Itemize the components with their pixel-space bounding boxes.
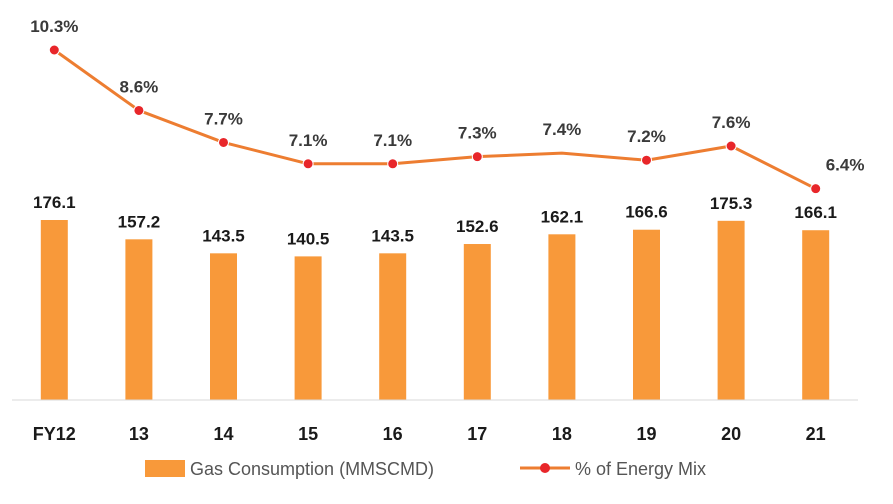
bar-value-label-9: 166.1 xyxy=(794,203,837,222)
bar-0 xyxy=(40,220,68,400)
x-tick-label-8: 20 xyxy=(721,424,741,444)
legend: Gas Consumption (MMSCMD) % of Energy Mix xyxy=(145,459,706,479)
x-tick-label-1: 13 xyxy=(129,424,149,444)
legend-line-label: % of Energy Mix xyxy=(575,459,706,479)
pct-label-1: 8.6% xyxy=(120,77,159,96)
bars-layer xyxy=(40,220,830,400)
line-point-8 xyxy=(725,140,737,152)
legend-bar-swatch xyxy=(145,460,185,477)
pct-label-0: 10.3% xyxy=(30,17,78,36)
line-point-5 xyxy=(471,151,483,163)
legend-bar-label: Gas Consumption (MMSCMD) xyxy=(190,459,434,479)
bar-3 xyxy=(294,256,322,400)
line-point-9 xyxy=(810,183,822,195)
x-tick-label-5: 17 xyxy=(467,424,487,444)
pct-label-2: 7.7% xyxy=(204,109,243,128)
pct-labels-layer: 10.3% 8.6% 7.7% 7.1% 7.1% 7.3% 7.4% 7.2% 7.6% 6.4… xyxy=(30,17,864,175)
x-tick-label-0: FY12 xyxy=(33,424,76,444)
line-point-2 xyxy=(218,136,229,148)
line-point-7 xyxy=(641,154,652,166)
x-tick-label-3: 15 xyxy=(298,424,318,444)
pct-label-6: 7.4% xyxy=(543,120,582,139)
bar-value-label-1: 157.2 xyxy=(118,212,161,231)
bar-9 xyxy=(802,230,830,400)
line-point-3 xyxy=(302,158,314,170)
bar-7 xyxy=(633,229,660,400)
line-point-1 xyxy=(133,104,145,116)
bar-2 xyxy=(210,253,237,400)
pct-label-7: 7.2% xyxy=(627,127,666,146)
line-point-4 xyxy=(387,158,399,170)
bar-labels-layer: 176.1 157.2 143.5 140.5 143.5 152.6 162.1 166.6… xyxy=(33,193,837,248)
bar-value-label-7: 166.6 xyxy=(625,203,668,222)
x-ticks-layer: FY12 13 14 15 16 17 18 19 20 21 xyxy=(33,424,826,444)
x-tick-label-7: 19 xyxy=(636,424,656,444)
x-tick-label-2: 14 xyxy=(213,424,233,444)
pct-label-5: 7.3% xyxy=(458,124,497,143)
bar-value-label-3: 140.5 xyxy=(287,229,330,248)
pct-label-9: 6.4% xyxy=(826,156,865,175)
energy-mix-line xyxy=(52,48,818,191)
bar-6 xyxy=(548,234,576,400)
bar-5 xyxy=(463,244,491,400)
x-tick-label-9: 21 xyxy=(806,424,826,444)
x-tick-label-6: 18 xyxy=(552,424,572,444)
bar-value-label-4: 143.5 xyxy=(371,226,414,245)
x-tick-label-4: 16 xyxy=(383,424,403,444)
bar-value-label-2: 143.5 xyxy=(202,226,245,245)
line-point-0 xyxy=(48,44,60,56)
bar-value-label-8: 175.3 xyxy=(710,194,753,213)
bar-8 xyxy=(717,220,745,400)
line-layer xyxy=(48,44,822,195)
bar-value-label-5: 152.6 xyxy=(456,217,499,236)
pct-label-4: 7.1% xyxy=(373,131,412,150)
bar-value-label-0: 176.1 xyxy=(33,193,76,212)
bar-value-label-6: 162.1 xyxy=(541,207,584,226)
bar-4 xyxy=(379,253,407,400)
pct-label-3: 7.1% xyxy=(289,131,328,150)
bar-1 xyxy=(125,239,153,400)
pct-label-8: 7.6% xyxy=(712,113,751,132)
legend-line-marker xyxy=(540,463,550,473)
